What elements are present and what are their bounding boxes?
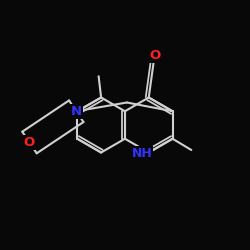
Text: O: O bbox=[150, 49, 160, 62]
Text: N: N bbox=[71, 105, 82, 118]
Text: NH: NH bbox=[132, 147, 152, 160]
Text: O: O bbox=[24, 136, 35, 149]
